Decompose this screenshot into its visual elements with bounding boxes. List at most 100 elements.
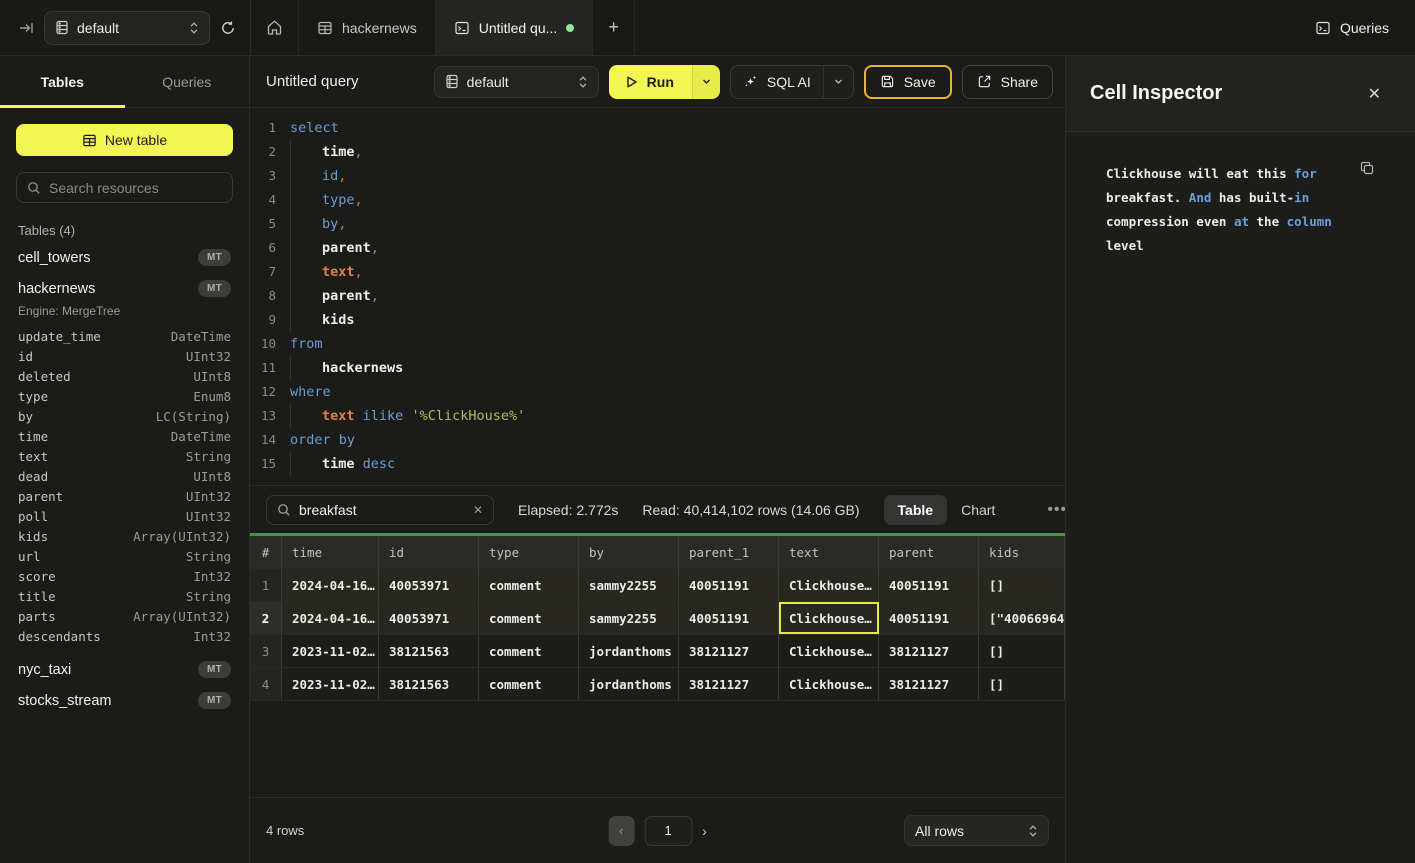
sql-ai-button[interactable]: SQL AI <box>731 66 823 98</box>
table-item-nyc_taxi[interactable]: nyc_taxi MT <box>16 654 233 685</box>
cell-id[interactable]: 40053971 <box>379 569 479 601</box>
code-text: select <box>290 116 339 140</box>
cell-kids[interactable]: [] <box>979 668 1065 700</box>
cell-type[interactable]: comment <box>479 569 579 601</box>
toggle-chart[interactable]: Chart <box>961 501 996 518</box>
cell-parent[interactable]: 38121127 <box>879 635 979 667</box>
cell-type[interactable]: comment <box>479 668 579 700</box>
table-name: nyc_taxi <box>18 661 72 678</box>
cell-parent_1[interactable]: 40051191 <box>679 569 779 601</box>
column-header-num[interactable]: # <box>250 536 282 569</box>
column-header-time[interactable]: time <box>282 536 379 569</box>
clear-search-icon[interactable]: ✕ <box>472 502 483 517</box>
token-kw: where <box>290 384 331 400</box>
page-size-select[interactable]: All rows <box>904 815 1049 846</box>
column-header-kids[interactable]: kids <box>979 536 1065 569</box>
cell-type[interactable]: comment <box>479 602 579 634</box>
cell-parent_1[interactable]: 40051191 <box>679 602 779 634</box>
prev-page-button[interactable]: ‹ <box>608 815 635 846</box>
cell-id[interactable]: 38121563 <box>379 635 479 667</box>
table-item-stocks_stream[interactable]: stocks_stream MT <box>16 685 233 716</box>
tab-hackernews[interactable]: hackernews <box>299 0 436 55</box>
inspector-segment: in <box>1294 190 1310 205</box>
cell-id[interactable]: 38121563 <box>379 668 479 700</box>
close-icon[interactable]: ✕ <box>1367 85 1381 103</box>
run-button[interactable]: Run <box>608 64 692 99</box>
sql-ai-caret[interactable] <box>822 65 853 98</box>
new-tab-button[interactable]: + <box>593 0 635 55</box>
cell-time[interactable]: 2023-11-02… <box>282 668 379 700</box>
table-item-hackernews[interactable]: hackernews MT <box>16 273 233 304</box>
copy-icon[interactable] <box>1359 160 1375 176</box>
toggle-table[interactable]: Table <box>883 494 948 525</box>
cell-parent_1[interactable]: 38121127 <box>679 668 779 700</box>
cell-parent[interactable]: 38121127 <box>879 668 979 700</box>
code-text: kids <box>290 308 355 332</box>
queries-button[interactable]: Queries <box>1315 20 1389 36</box>
sidebar-search-input[interactable] <box>49 179 222 196</box>
column-header-text[interactable]: text <box>779 536 879 569</box>
save-button[interactable]: Save <box>863 64 952 99</box>
result-row-2[interactable]: 2 2024-04-16… 40053971 comment sammy2255 4005… <box>250 602 1065 635</box>
line-number: 1 <box>268 120 276 135</box>
cell-by[interactable]: jordanthoms <box>579 668 679 700</box>
refresh-icon[interactable] <box>220 20 236 36</box>
query-header: Untitled query default Run <box>250 56 1065 108</box>
cell-inspector-title: Cell Inspector <box>1090 82 1223 104</box>
cell-time[interactable]: 2024-04-16… <box>282 602 379 634</box>
query-database-select[interactable]: default <box>433 65 599 98</box>
page-number-input[interactable] <box>644 815 693 846</box>
cell-parent_1[interactable]: 38121127 <box>679 635 779 667</box>
cell-text[interactable]: Clickhouse… <box>779 635 879 667</box>
cell-parent[interactable]: 40051191 <box>879 602 979 634</box>
line-number: 12 <box>260 384 276 399</box>
table-item-cell_towers[interactable]: cell_towers MT <box>16 242 233 273</box>
next-page-button[interactable]: › <box>702 822 707 839</box>
token-field: text <box>322 264 355 280</box>
cell-time[interactable]: 2024-04-16… <box>282 569 379 601</box>
cell-text[interactable]: Clickhouse… <box>779 569 879 601</box>
tab-untitled-query[interactable]: Untitled qu... <box>435 0 594 55</box>
result-row-3[interactable]: 3 2023-11-02… 38121563 comment jordanthoms 38… <box>250 635 1065 668</box>
column-header-parent[interactable]: parent <box>879 536 979 569</box>
result-row-4[interactable]: 4 2023-11-02… 38121563 comment jordanthoms 38… <box>250 668 1065 701</box>
cell-by[interactable]: sammy2255 <box>579 569 679 601</box>
cell-parent[interactable]: 40051191 <box>879 569 979 601</box>
column-row-descendants: descendants Int32 <box>16 626 233 646</box>
results-search-input[interactable] <box>299 501 465 518</box>
topbar-database-select[interactable]: default <box>44 10 210 45</box>
unsaved-changes-dot <box>566 23 575 32</box>
cell-time[interactable]: 2023-11-02… <box>282 635 379 667</box>
row-number: 1 <box>250 569 282 601</box>
cell-kids[interactable]: [] <box>979 569 1065 601</box>
collapse-sidebar-icon[interactable] <box>18 20 34 36</box>
tab-home[interactable] <box>251 0 299 55</box>
share-button[interactable]: Share <box>961 64 1053 99</box>
sql-editor[interactable]: 1 select 2 time, 3 id, 4 type, 5 by, 6 parent, 7 text… <box>250 108 1065 485</box>
indent-guide <box>290 260 322 284</box>
cell-inspector-body: Clickhouse will eat this for breakfast. … <box>1066 132 1415 288</box>
column-header-type[interactable]: type <box>479 536 579 569</box>
column-header-id[interactable]: id <box>379 536 479 569</box>
cell-by[interactable]: jordanthoms <box>579 635 679 667</box>
run-options-caret[interactable] <box>691 64 720 99</box>
sidebar-tab-tables[interactable]: Tables <box>40 73 84 90</box>
new-table-button[interactable]: New table <box>16 124 233 156</box>
column-row-score: score Int32 <box>16 566 233 586</box>
sidebar-tab-queries[interactable]: Queries <box>162 73 212 90</box>
cell-text[interactable]: Clickhouse… <box>779 668 879 700</box>
column-type: Int32 <box>193 568 231 584</box>
result-row-1[interactable]: 1 2024-04-16… 40053971 comment sammy2255 4005… <box>250 569 1065 602</box>
results-search[interactable]: ✕ <box>266 494 494 525</box>
cell-kids[interactable]: [] <box>979 635 1065 667</box>
cell-id[interactable]: 40053971 <box>379 602 479 634</box>
more-options-icon[interactable]: ••• <box>1047 500 1068 518</box>
column-header-parent_1[interactable]: parent_1 <box>679 536 779 569</box>
column-header-by[interactable]: by <box>579 536 679 569</box>
cell-type[interactable]: comment <box>479 635 579 667</box>
sidebar-search[interactable] <box>16 172 233 203</box>
cell-text[interactable]: Clickhouse… <box>779 602 879 634</box>
cell-by[interactable]: sammy2255 <box>579 602 679 634</box>
cell-kids[interactable]: ["40066964… <box>979 602 1065 634</box>
chevron-updown-icon <box>1028 824 1038 838</box>
